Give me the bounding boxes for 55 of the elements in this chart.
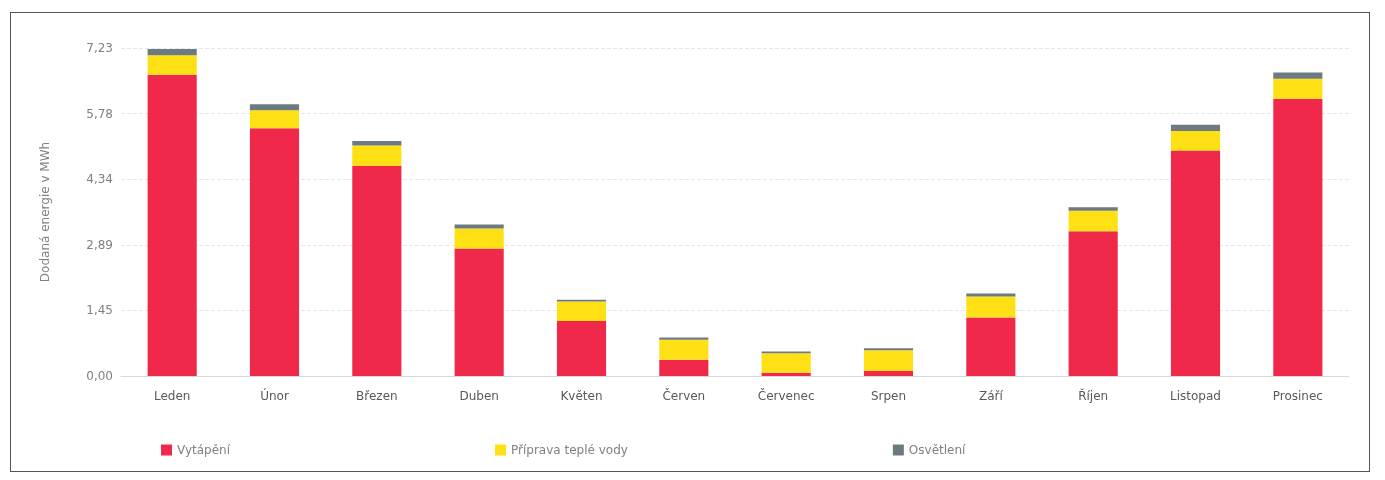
x-tick-label: Říjen	[1078, 388, 1109, 403]
bar	[454, 228, 504, 249]
x-tick-label: Květen	[560, 389, 603, 403]
x-tick-label: Září	[978, 389, 1004, 403]
bar	[249, 110, 300, 129]
bar	[1273, 72, 1323, 79]
bar	[1273, 78, 1323, 99]
bar	[1170, 124, 1221, 132]
y-axis-title: Dodaná energie v MWh	[38, 141, 52, 283]
bar	[1068, 231, 1118, 376]
y-tick-label: 0,00	[86, 369, 113, 383]
x-tick-label: Březen	[356, 389, 398, 403]
bar	[1170, 131, 1221, 151]
bar	[1068, 210, 1118, 232]
bar	[1273, 98, 1323, 376]
bar	[556, 321, 607, 376]
bar	[454, 224, 504, 229]
bar	[249, 128, 300, 376]
legend-label: Vytápění	[177, 443, 231, 457]
y-tick-label: 2,89	[86, 237, 113, 252]
bar	[863, 371, 914, 376]
x-tick-label: Srpen	[870, 389, 907, 403]
bar	[966, 296, 1016, 318]
bar	[147, 55, 197, 75]
bar	[966, 317, 1016, 376]
bar	[863, 350, 914, 372]
bar	[761, 353, 811, 373]
bar	[352, 165, 402, 376]
bar	[147, 48, 197, 56]
x-tick-label: Červenec	[757, 388, 815, 403]
bar	[966, 293, 1016, 297]
bar	[454, 248, 504, 376]
y-tick-label: 7,23	[86, 41, 113, 55]
bar	[352, 145, 402, 166]
legend-label: Osvětlení	[908, 443, 967, 457]
bar	[1170, 150, 1221, 376]
bar	[249, 104, 300, 111]
x-tick-label: Únor	[260, 388, 289, 403]
bar	[147, 74, 197, 376]
bar	[1068, 207, 1118, 211]
x-tick-label: Prosinec	[1272, 389, 1323, 403]
y-tick-label: 5,78	[86, 106, 113, 121]
bar	[352, 141, 402, 146]
x-tick-label: Červen	[662, 388, 706, 403]
bar	[659, 339, 709, 360]
x-tick-label: Leden	[153, 389, 191, 403]
y-tick-label: 4,34	[86, 172, 113, 187]
bar	[556, 301, 607, 322]
bar	[659, 359, 709, 376]
y-tick-label: 1,45	[86, 303, 113, 318]
bar	[761, 372, 811, 376]
legend-label: Příprava teplé vody	[510, 443, 628, 457]
x-tick-label: Duben	[459, 389, 499, 403]
bar	[659, 337, 709, 340]
x-tick-label: Listopad	[1170, 389, 1221, 403]
